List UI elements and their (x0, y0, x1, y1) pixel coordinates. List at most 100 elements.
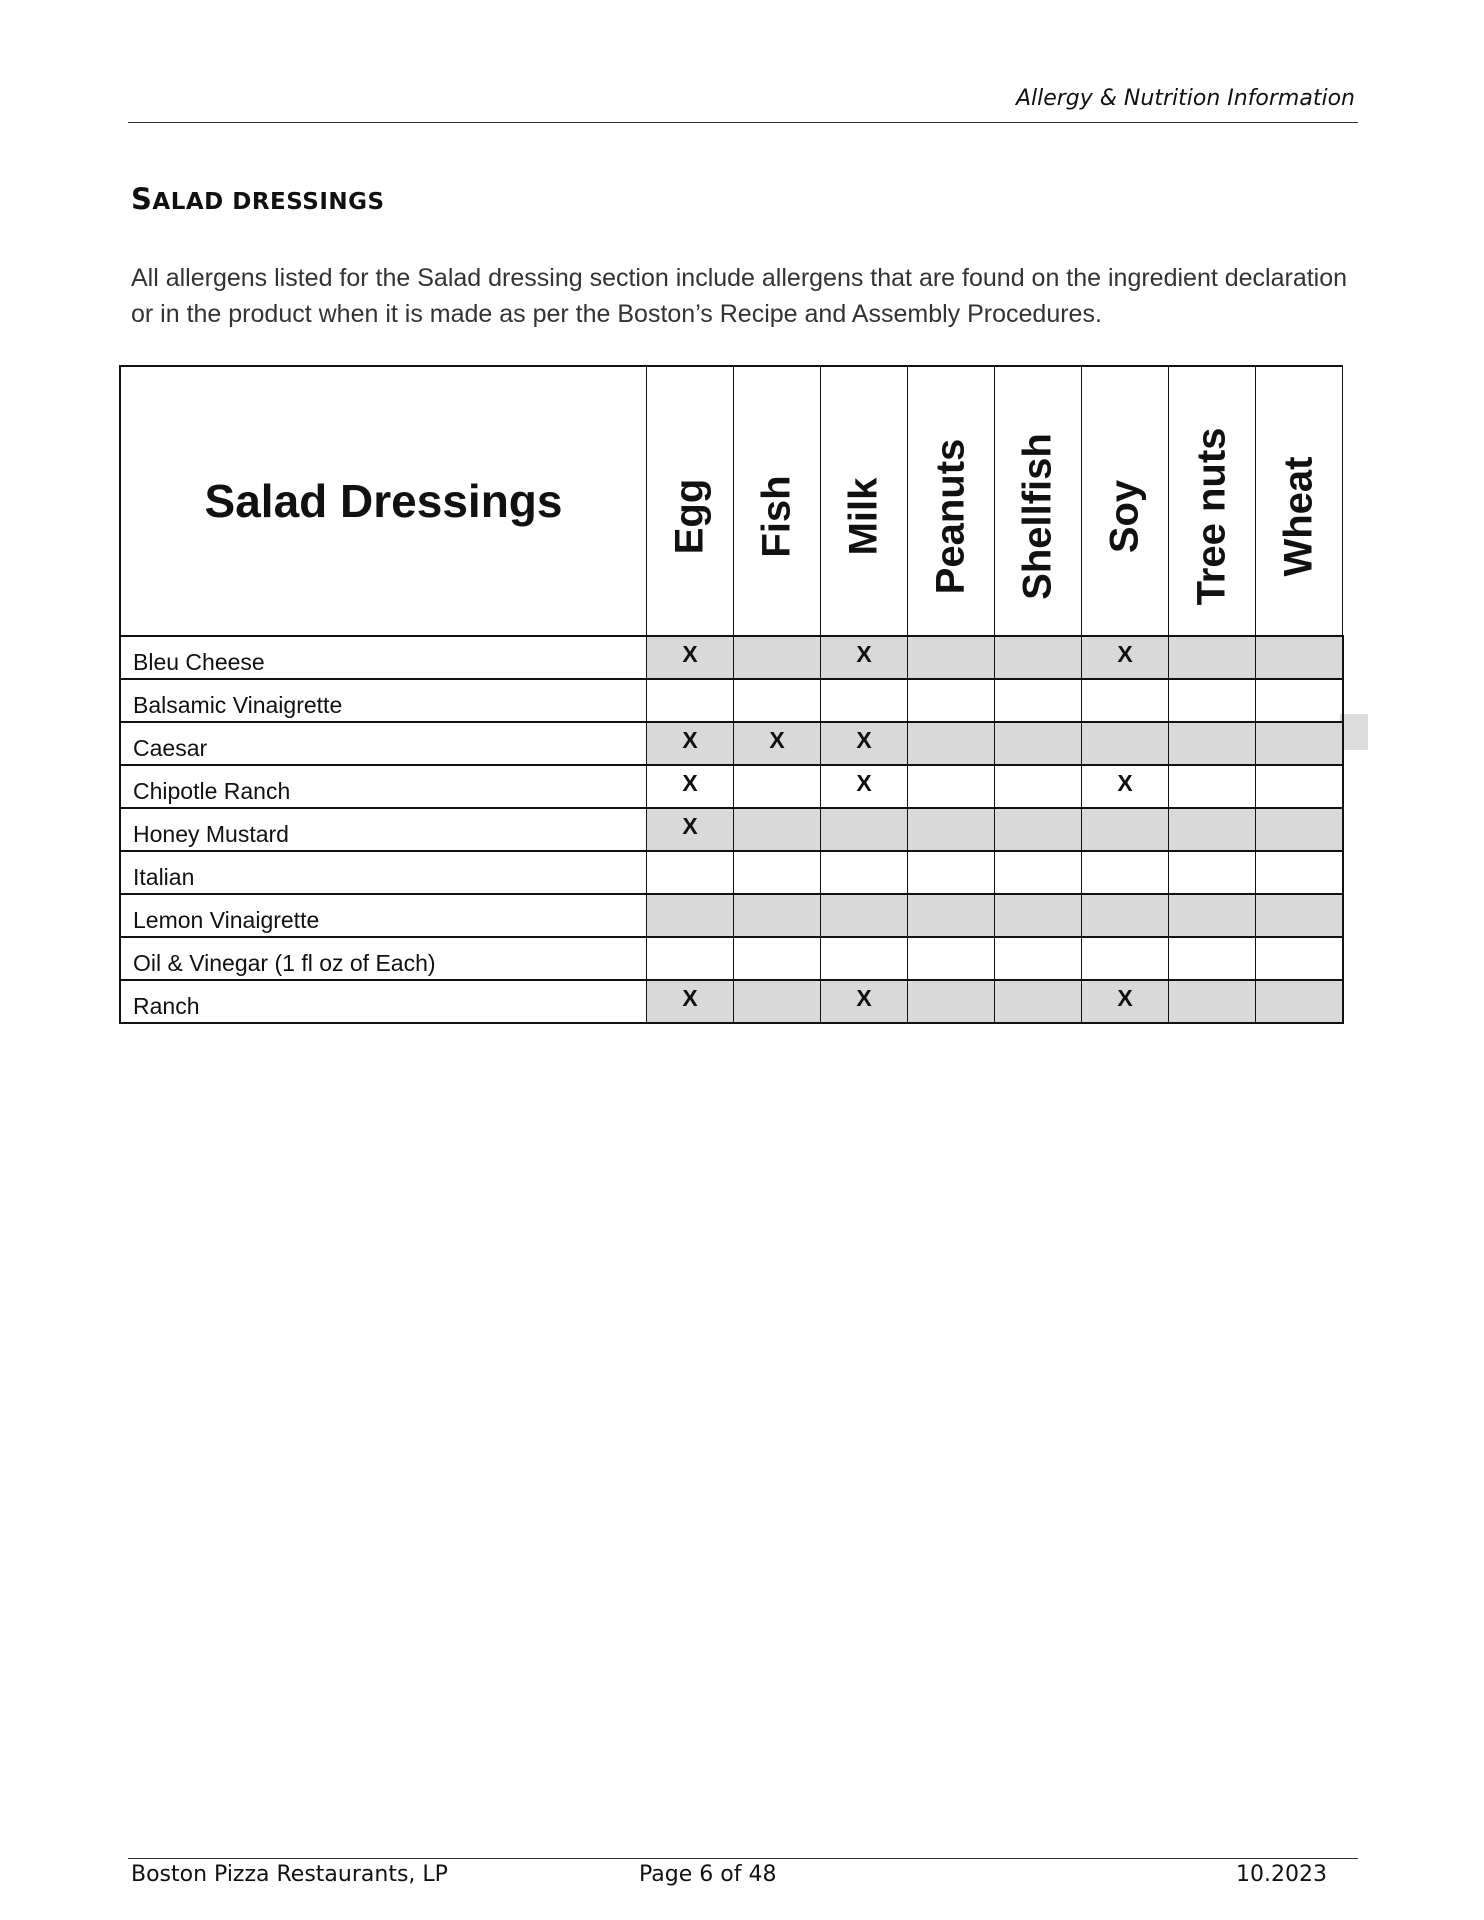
allergen-cell: X (820, 721, 908, 766)
allergen-cell (994, 678, 1082, 723)
column-header-milk: Milk (820, 365, 908, 637)
allergen-cell (646, 678, 734, 723)
allergen-cell (1255, 764, 1344, 809)
column-label: Soy (1102, 479, 1147, 554)
allergen-cell (1168, 893, 1256, 938)
allergen-cell (733, 936, 821, 981)
allergen-cell (820, 678, 908, 723)
table-row: Bleu Cheese X X X (119, 635, 1344, 680)
column-header-peanuts: Peanuts (907, 365, 995, 637)
column-header-fish: Fish (733, 365, 821, 637)
allergen-cell (994, 936, 1082, 981)
header-rule (128, 122, 1358, 123)
allergen-cell: X (1081, 764, 1169, 809)
allergen-cell (1168, 936, 1256, 981)
column-label: Fish (754, 475, 799, 558)
allergen-cell (907, 850, 995, 895)
allergen-cell (907, 936, 995, 981)
allergen-cell (907, 979, 995, 1024)
allergen-cell (994, 807, 1082, 852)
allergen-cell (646, 850, 734, 895)
allergen-cell (646, 893, 734, 938)
section-description: All allergens listed for the Salad dress… (131, 264, 1348, 328)
allergen-cell (1255, 850, 1344, 895)
row-label: Chipotle Ranch (119, 764, 647, 809)
allergen-cell (1168, 678, 1256, 723)
table-row: Oil & Vinegar (1 fl oz of Each) (119, 936, 1344, 981)
row-label: Oil & Vinegar (1 fl oz of Each) (119, 936, 647, 981)
allergen-cell (994, 764, 1082, 809)
allergen-cell: X (820, 764, 908, 809)
table-row: Chipotle Ranch X X X (119, 764, 1344, 809)
allergen-cell (733, 979, 821, 1024)
footer-date: 10.2023 (1236, 1862, 1327, 1887)
allergen-cell (820, 850, 908, 895)
footer-rule (128, 1858, 1358, 1859)
column-label: Shellfish (1015, 433, 1060, 600)
allergen-cell (733, 764, 821, 809)
allergen-cell: X (646, 979, 734, 1024)
column-header-wheat: Wheat (1255, 365, 1343, 637)
table-row: Ranch X X X (119, 979, 1344, 1024)
table-title: Salad Dressings (119, 365, 647, 637)
column-header-shellfish: Shellfish (994, 365, 1082, 637)
allergen-cell (994, 850, 1082, 895)
allergen-cell (1255, 678, 1344, 723)
allergen-cell (1081, 678, 1169, 723)
allergen-cell (646, 936, 734, 981)
allergen-cell (820, 807, 908, 852)
row-label: Italian (119, 850, 647, 895)
allergen-cell (1168, 764, 1256, 809)
allergen-cell (994, 721, 1082, 766)
allergen-cell: X (646, 635, 734, 680)
column-label: Egg (667, 478, 712, 555)
allergen-cell (1081, 807, 1169, 852)
allergen-cell (1168, 635, 1256, 680)
footer-page-number: Page 6 of 48 (639, 1862, 777, 1887)
allergen-cell (1081, 850, 1169, 895)
table-row: Honey Mustard X (119, 807, 1344, 852)
allergen-cell: X (1081, 979, 1169, 1024)
allergen-cell (994, 979, 1082, 1024)
table-row: Caesar X X X (119, 721, 1344, 766)
row-label: Honey Mustard (119, 807, 647, 852)
allergen-cell (1255, 635, 1344, 680)
allergen-cell (907, 678, 995, 723)
row-label: Bleu Cheese (119, 635, 647, 680)
row-label: Caesar (119, 721, 647, 766)
allergen-cell (1168, 979, 1256, 1024)
title-rest: ALAD DRESSINGS (152, 189, 385, 215)
table-row: Balsamic Vinaigrette (119, 678, 1344, 723)
allergen-cell (1255, 936, 1344, 981)
allergen-cell (907, 635, 995, 680)
column-header-tree-nuts: Tree nuts (1168, 365, 1256, 637)
allergen-cell (733, 807, 821, 852)
allergen-cell (820, 936, 908, 981)
allergen-table: Salad Dressings Egg Fish Milk Peanuts Shellfi… (119, 365, 1344, 1024)
allergen-cell (733, 635, 821, 680)
allergen-cell: X (820, 979, 908, 1024)
column-header-soy: Soy (1081, 365, 1169, 637)
title-initial: S (131, 182, 153, 216)
allergen-cell: X (646, 721, 734, 766)
row-label: Lemon Vinaigrette (119, 893, 647, 938)
allergen-cell (1255, 893, 1344, 938)
column-label: Milk (841, 477, 886, 556)
column-label: Tree nuts (1189, 427, 1234, 606)
allergen-cell (733, 850, 821, 895)
footer-company: Boston Pizza Restaurants, LP (131, 1862, 448, 1887)
allergen-cell (1255, 979, 1344, 1024)
allergen-cell (1081, 893, 1169, 938)
allergen-cell (907, 764, 995, 809)
allergen-cell: X (820, 635, 908, 680)
shade-artifact (1340, 714, 1368, 750)
row-label: Balsamic Vinaigrette (119, 678, 647, 723)
allergen-cell: X (646, 807, 734, 852)
allergen-cell (1255, 807, 1344, 852)
table-row: Lemon Vinaigrette (119, 893, 1344, 938)
allergen-cell (1168, 807, 1256, 852)
allergen-cell (733, 678, 821, 723)
allergen-cell (1168, 721, 1256, 766)
allergen-cell: X (1081, 635, 1169, 680)
